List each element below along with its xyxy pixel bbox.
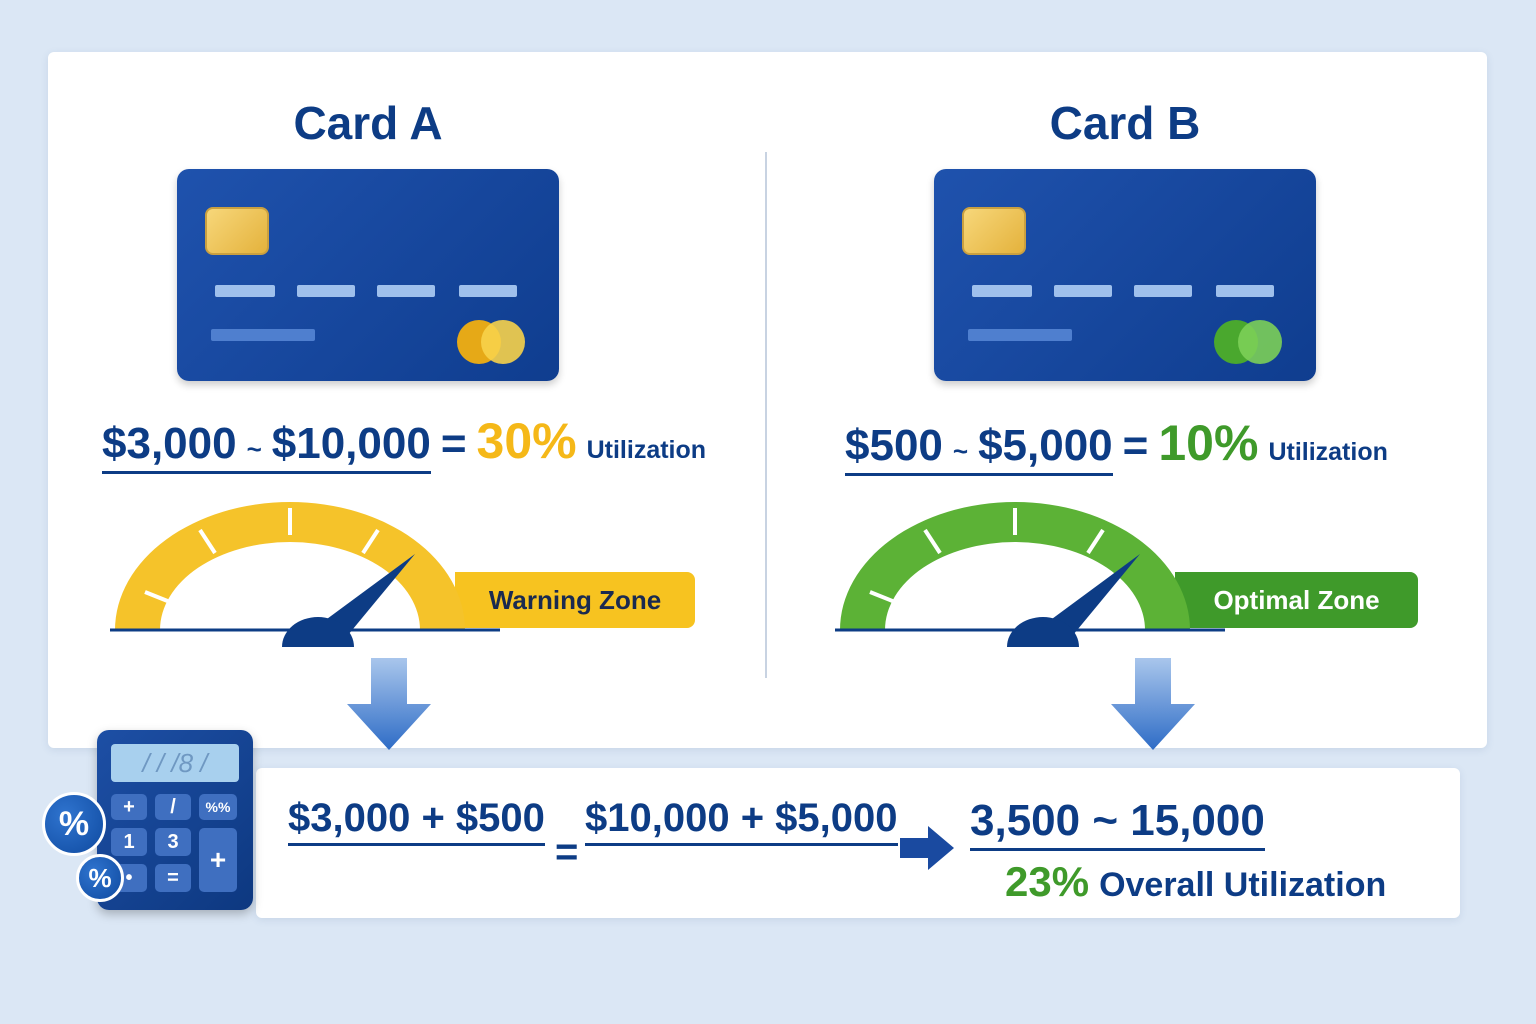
operator: ~	[952, 436, 969, 466]
card-b-limit: $5,000	[978, 421, 1113, 470]
calc-key: %%	[199, 794, 237, 820]
card-number	[972, 285, 1032, 297]
card-a-image	[177, 169, 559, 381]
card-a-balance: $3,000	[102, 419, 237, 468]
down-arrow-icon	[1111, 658, 1195, 750]
overall-percent: 23%	[1005, 858, 1090, 905]
card-b-balance: $500	[845, 421, 943, 470]
denominator-text: $10,000 + $5,000	[585, 796, 898, 846]
gauge-ticks	[144, 508, 380, 604]
card-a-title: Card A	[293, 97, 443, 149]
card-a-zone-badge: Warning Zone	[455, 572, 695, 628]
zone-label: Warning Zone	[488, 584, 662, 615]
gauge-needle	[312, 554, 415, 635]
calc-key: 1	[111, 828, 147, 856]
percent-badge-icon: %	[42, 792, 106, 856]
zone-label: Optimal Zone	[1213, 584, 1380, 615]
divider	[765, 152, 767, 678]
card-number	[1216, 285, 1274, 297]
card-name	[211, 329, 315, 341]
card-a-label: Utilization	[586, 436, 707, 464]
card-number	[377, 285, 435, 297]
card-b-label: Utilization	[1268, 438, 1388, 466]
card-a-gauge	[110, 502, 500, 647]
card-a-percent: 30%	[476, 413, 577, 469]
equals: =	[1122, 421, 1149, 470]
card-b-gauge	[835, 502, 1225, 647]
chip-icon	[205, 207, 269, 255]
chip-icon	[962, 207, 1026, 255]
card-number	[297, 285, 355, 297]
calculator-display: / / /8 /	[111, 744, 239, 782]
summary-ratio: 3,500 ~ 15,000	[970, 796, 1265, 851]
operator: ~	[246, 434, 262, 464]
summary-denominator: $10,000 + $5,000	[585, 796, 898, 846]
summary-result: 23% Overall Utilization	[1005, 858, 1386, 906]
calc-key: +	[111, 794, 147, 820]
calc-key: /	[155, 794, 191, 820]
card-a-formula: $3,000 ~ $10,000 = 30% Utilization	[102, 412, 706, 474]
numerator-text: $3,000 + $500	[288, 796, 545, 846]
gauge-needle	[1037, 554, 1140, 635]
summary-numerator: $3,000 + $500	[288, 796, 545, 846]
calc-key: 3	[155, 828, 191, 856]
card-a-limit: $10,000	[271, 419, 431, 468]
ratio-text: 3,500 ~ 15,000	[970, 796, 1265, 851]
gauge-hub	[282, 617, 354, 647]
calc-key: =	[155, 864, 191, 892]
card-name	[968, 329, 1072, 341]
calculator-icon: / / /8 / + / %% 1 3 + • =	[97, 730, 253, 910]
percent-badge-icon: %	[76, 854, 124, 902]
card-b-zone-badge: Optimal Zone	[1175, 572, 1418, 628]
card-number	[1134, 285, 1192, 297]
card-number	[215, 285, 275, 297]
card-b-image	[934, 169, 1316, 381]
card-b-formula: $500 ~ $5,000 = 10% Utilization	[845, 414, 1388, 476]
card-logo-icon	[481, 320, 525, 364]
right-arrow-icon	[900, 826, 954, 870]
card-number	[1054, 285, 1112, 297]
equals: =	[440, 419, 467, 468]
overall-label: Overall Utilization	[1099, 866, 1387, 904]
card-b-percent: 10%	[1158, 415, 1259, 471]
card-logo-icon	[1238, 320, 1282, 364]
gauge-ticks	[869, 508, 1105, 604]
down-arrow-icon	[347, 658, 431, 750]
card-b-title: Card B	[1049, 97, 1201, 149]
card-number	[459, 285, 517, 297]
gauge-hub	[1007, 617, 1079, 647]
calc-key: +	[199, 828, 237, 892]
summary-equals: =	[555, 830, 579, 874]
